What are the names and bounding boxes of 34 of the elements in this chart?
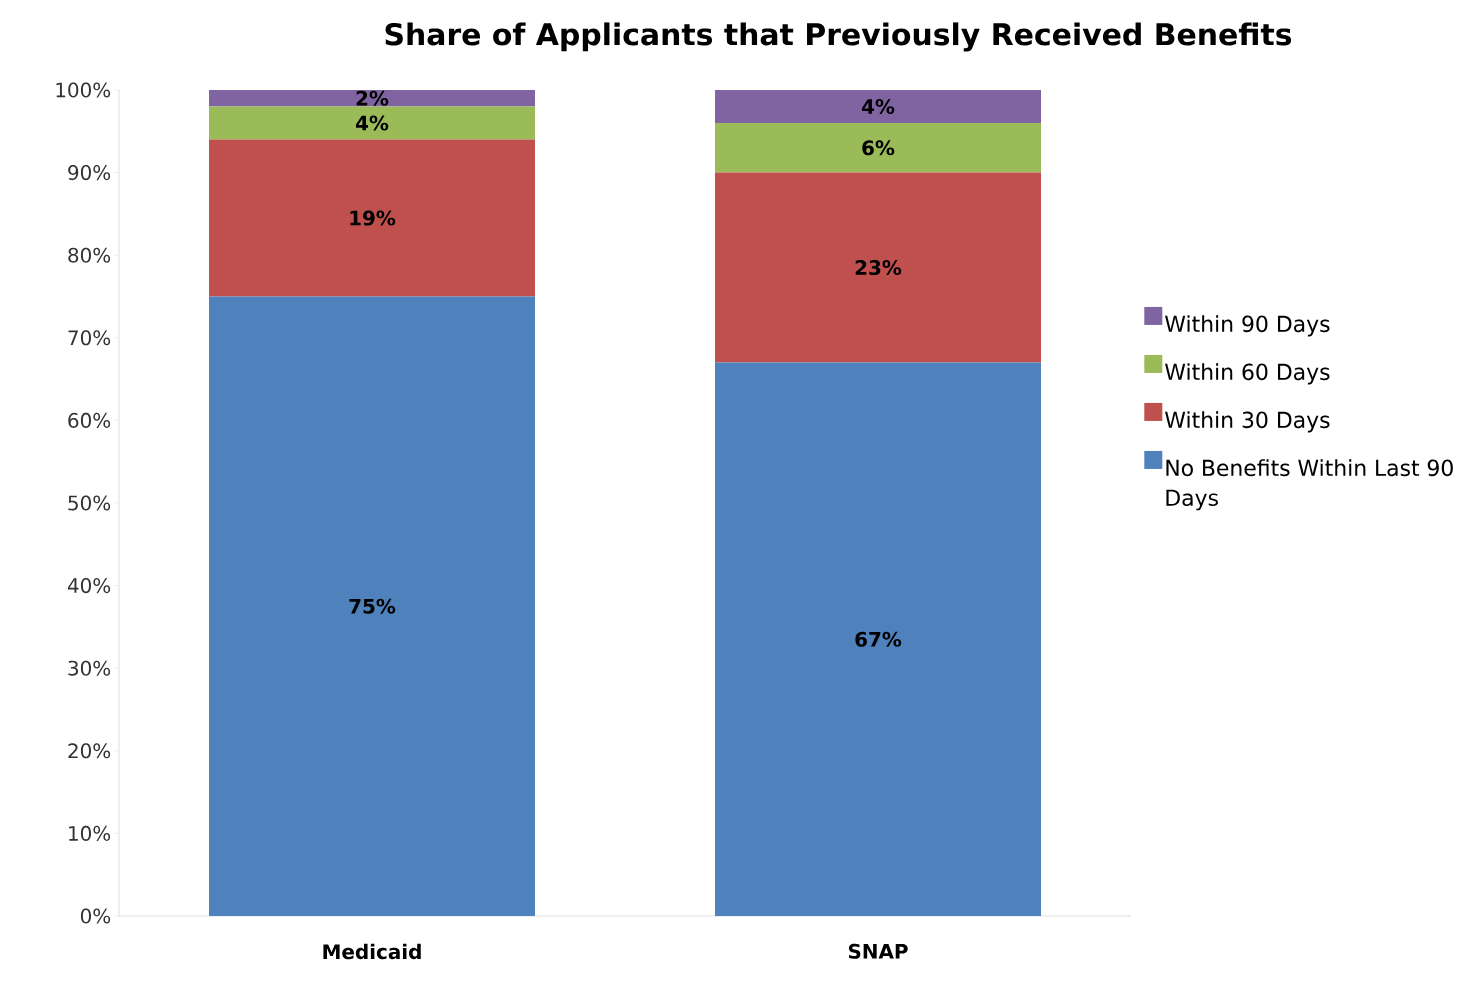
data-label: 4%: [861, 98, 895, 115]
data-label: 75%: [349, 598, 396, 614]
y-tick-label: 90%: [68, 165, 111, 181]
data-label: 4%: [355, 115, 389, 131]
bar: [715, 123, 1041, 173]
x-tick-label: SNAP: [848, 943, 908, 959]
y-tick-label: 20%: [68, 743, 111, 759]
legend-label: Within 60 Days: [1165, 363, 1330, 385]
y-tick-label: 0%: [80, 908, 111, 924]
bar: [715, 362, 1041, 916]
legend-label: Within 90 Days: [1165, 315, 1330, 337]
y-tick-label: 50%: [68, 495, 111, 511]
y-tick-label: 80%: [68, 247, 111, 263]
data-label: 2%: [356, 90, 389, 106]
x-tick-label: Medicaid: [323, 943, 421, 960]
bar: [209, 89, 535, 107]
bar: [209, 296, 535, 916]
y-tick-label: 60%: [68, 412, 111, 428]
bar: [715, 89, 1041, 124]
y-tick-label: 100%: [56, 82, 111, 98]
bar: [715, 172, 1041, 363]
legend-label: No Benefits Within Last 90 Days: [1166, 459, 1453, 511]
data-label: 67%: [855, 631, 902, 647]
legend-label: Within 30 Days: [1165, 411, 1330, 433]
chart-title: Share of Applicants that Previously Received Benefits: [385, 22, 1292, 52]
data-label: 23%: [855, 260, 902, 276]
bar: [209, 106, 535, 140]
y-tick-label: 10%: [69, 825, 111, 841]
y-tick-label: 30%: [68, 660, 111, 676]
bar: [209, 139, 535, 297]
data-label: 6%: [862, 140, 895, 156]
y-tick-label: 70%: [68, 330, 111, 346]
data-label: 19%: [350, 210, 396, 226]
y-tick-label: 40%: [67, 578, 111, 594]
